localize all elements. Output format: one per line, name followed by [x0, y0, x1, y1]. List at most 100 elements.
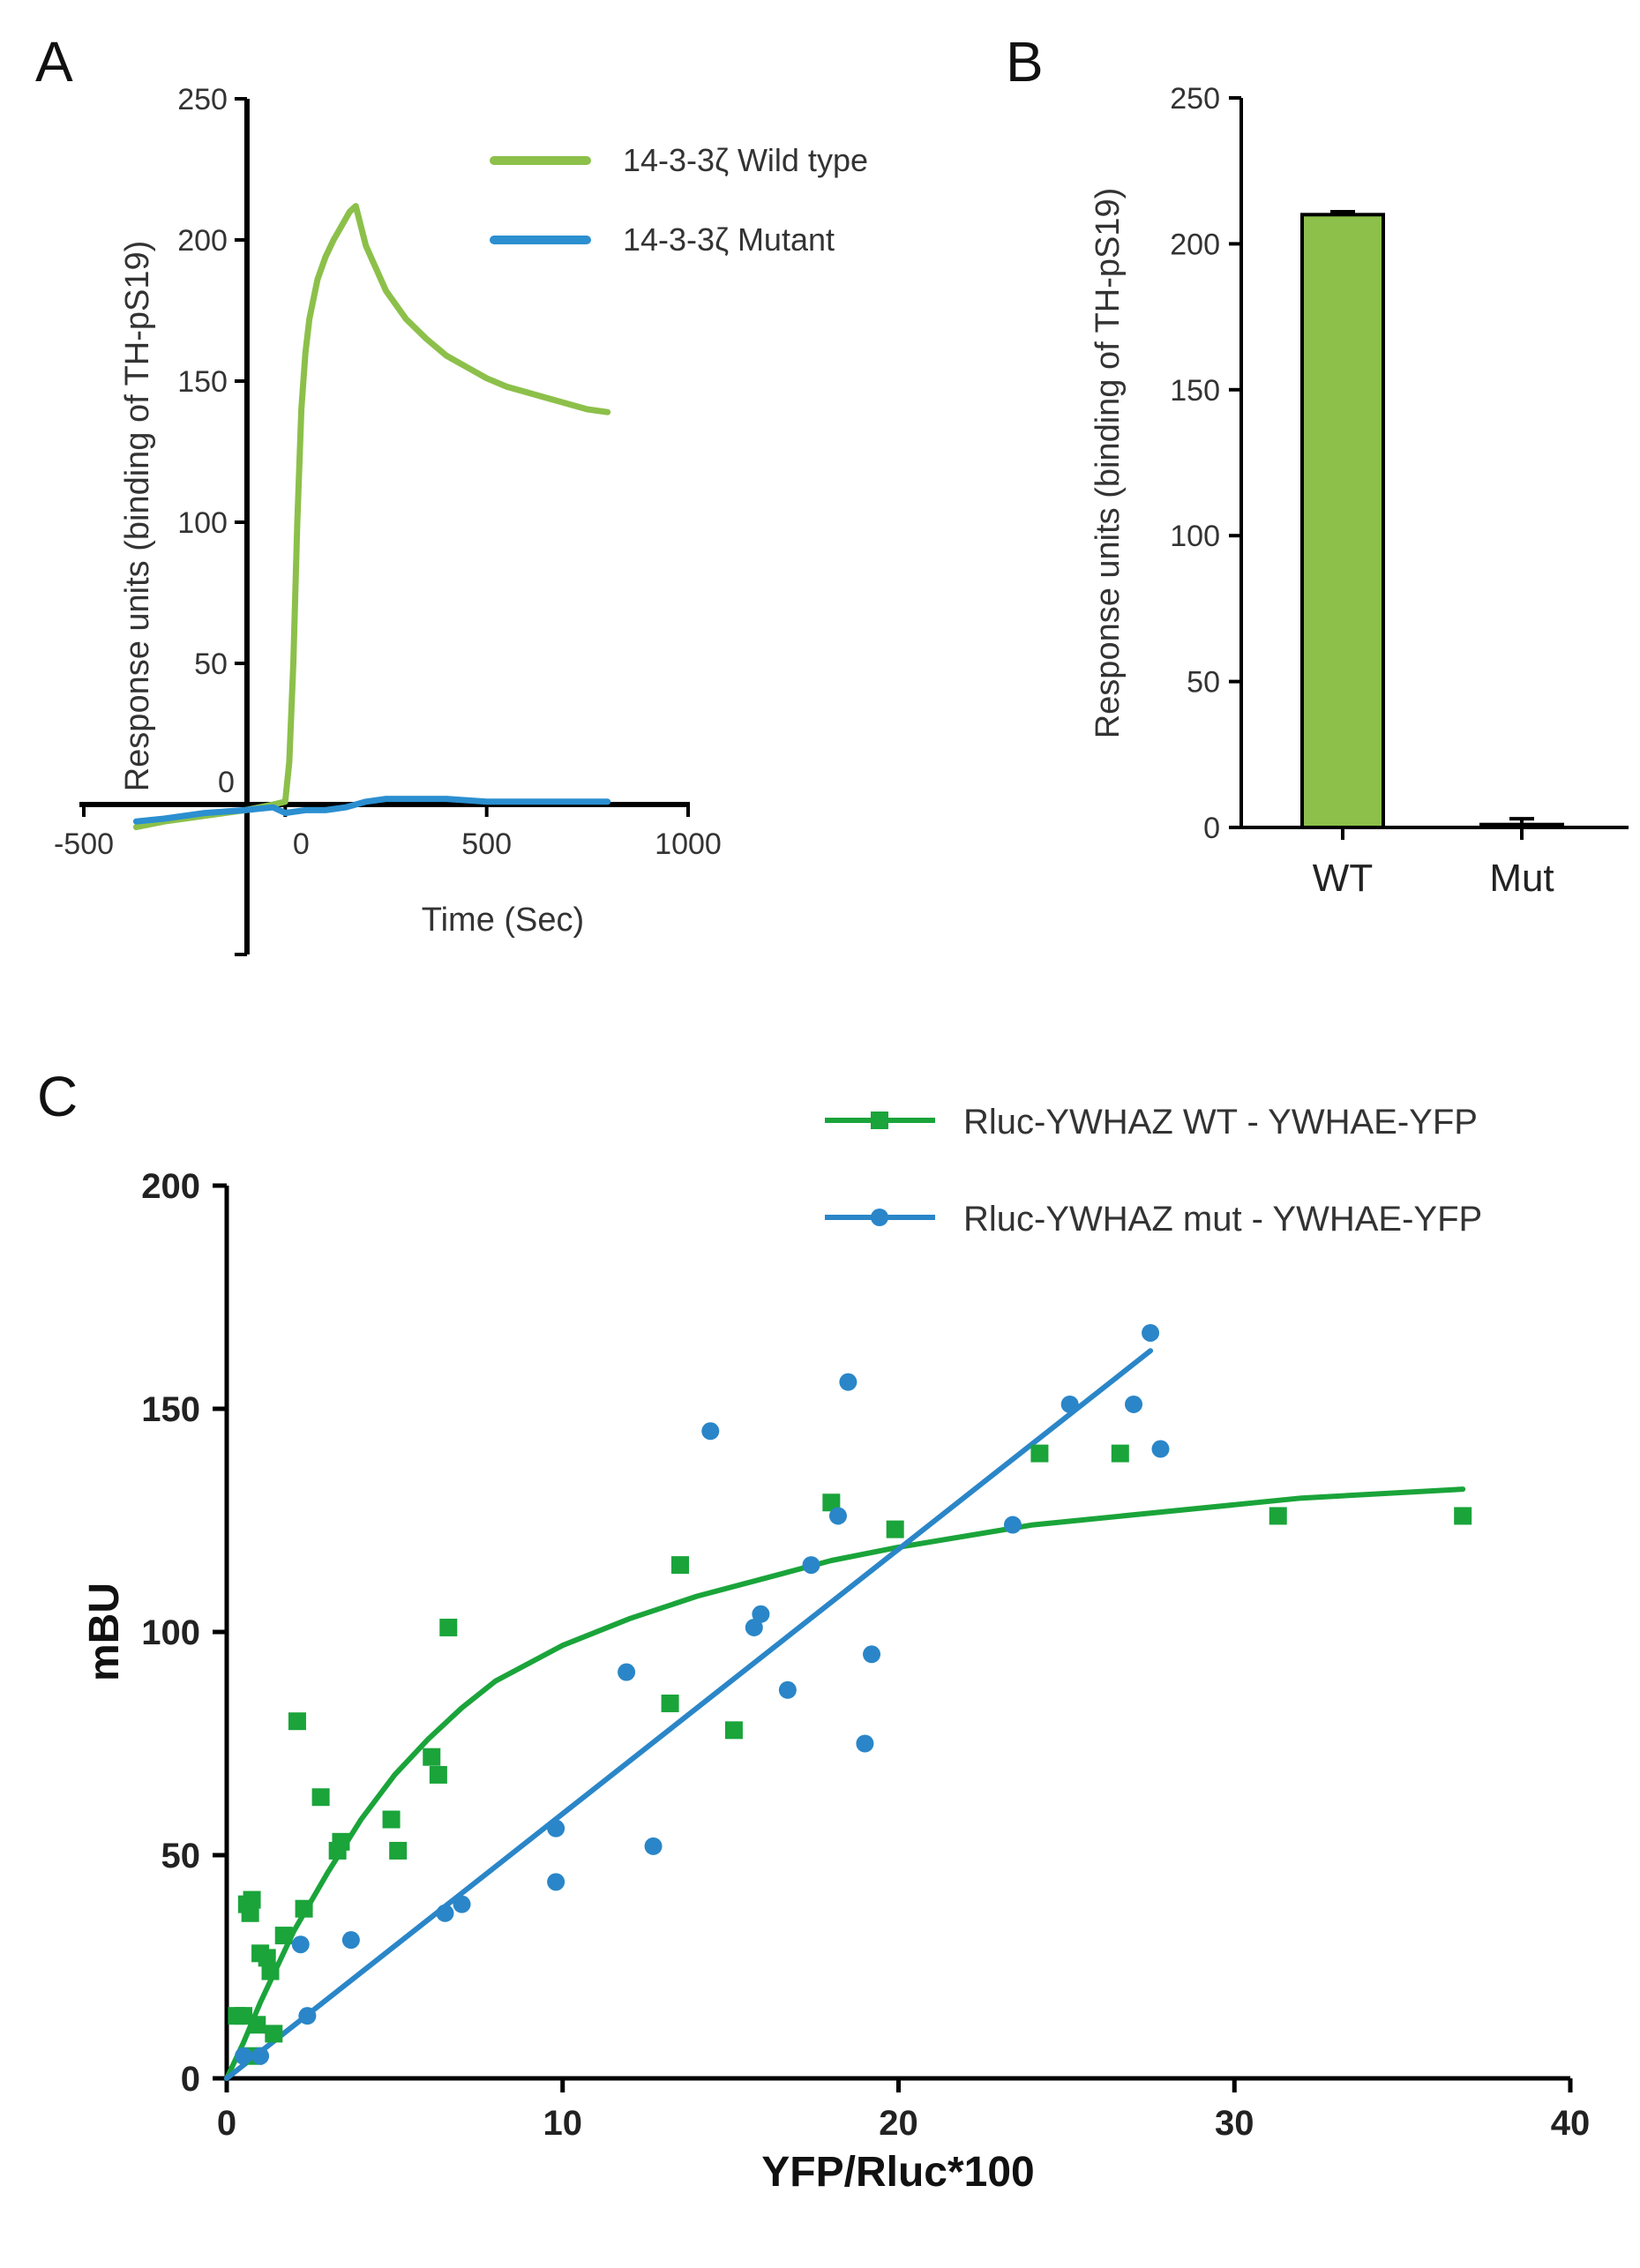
panel-a-x-axis-title: Time (Sec): [422, 902, 584, 939]
panel-b-y-tick-label: 100: [1170, 520, 1220, 553]
panel-c-x-tick-label: 40: [1551, 2104, 1591, 2143]
panel-c-point-wt: [439, 1618, 458, 1636]
panel-c-point-wt: [1111, 1444, 1129, 1463]
panel-a-letter: A: [35, 30, 73, 94]
panel-c-point-mut: [1142, 1323, 1160, 1342]
panel-c-point-wt: [261, 1962, 280, 1980]
panel-c-y-tick-label: 150: [141, 1390, 200, 1429]
panel-c-point-mut: [778, 1680, 797, 1699]
panel-c-point-mut: [436, 1904, 454, 1922]
panel-c-letter: C: [37, 1065, 78, 1128]
panel-c-point-mut: [291, 1935, 310, 1954]
panel-b-y-axis-title: Response units (binding of TH-pS19): [1090, 188, 1127, 739]
panel-a-y-tick-label: 100: [177, 506, 228, 540]
panel-c-point-wt: [311, 1788, 330, 1807]
panel-c-point-mut: [701, 1422, 720, 1441]
panel-c-point-wt: [382, 1810, 401, 1829]
panel-c-point-wt: [822, 1493, 841, 1512]
panel-c-x-axis-title: YFP/Rluc*100: [761, 2149, 1034, 2196]
panel-c-point-mut: [235, 2047, 253, 2065]
panel-c-point-wt: [724, 1721, 743, 1740]
panel-c-x-tick-label: 0: [217, 2104, 236, 2143]
panel-c-point-wt: [1030, 1444, 1049, 1463]
panel-c-point-mut: [856, 1734, 874, 1753]
panel-a-x-tick-label: 0: [293, 827, 310, 861]
panel-c-point-wt: [1454, 1507, 1472, 1525]
panel-a-y-tick-label: 150: [177, 365, 228, 399]
panel-c-x-tick-label: 10: [543, 2104, 583, 2143]
panel-a-series-line-mutant: [132, 796, 611, 825]
panel-a-y-tick-label: 0: [218, 766, 235, 799]
panel-a-legend-label: 14-3-3ζ Wild type: [623, 142, 868, 178]
panel-c-legend-marker: [871, 1112, 888, 1129]
panel-a-x-tick-label: 500: [461, 827, 512, 861]
panel-c-point-wt: [235, 2007, 253, 2025]
panel-c-y-tick-label: 100: [141, 1613, 200, 1652]
panel-a-y-axis-title: Response units (binding of TH-pS19): [119, 241, 156, 792]
panel-c-y-axis-title: mBU: [81, 1583, 128, 1681]
panel-c-point-mut: [298, 2007, 317, 2025]
panel-c-point-wt: [295, 1899, 313, 1918]
panel-c-point-mut: [1151, 1440, 1170, 1458]
panel-c: C 0 50 100 150 200 0 10 20 30 40 YFP/Rluc*100 mBU Rl…: [37, 1065, 1590, 2196]
panel-c-point-wt: [423, 1748, 441, 1766]
panel-b-x-tick-label: Mut: [1489, 857, 1554, 900]
panel-b-bar-mut: [1479, 822, 1564, 830]
panel-c-point-wt: [243, 1890, 261, 1909]
panel-c-x-tick-label: 30: [1215, 2104, 1254, 2143]
panel-c-point-mut: [1003, 1516, 1022, 1534]
panel-c-point-mut: [1060, 1395, 1079, 1413]
panel-c-point-mut: [341, 1931, 360, 1950]
panel-c-point-mut: [745, 1618, 763, 1636]
panel-b-y-tick-label: 250: [1170, 82, 1220, 116]
panel-a-y-tick-label: 200: [177, 224, 228, 258]
panel-c-fit-line-wt: [224, 1486, 1466, 2081]
panel-b-letter: B: [1006, 30, 1044, 94]
panel-c-legend-marker: [871, 1209, 888, 1226]
panel-c-point-mut: [1125, 1395, 1143, 1413]
panel-c-point-wt: [265, 2025, 283, 2043]
panel-b-y-tick-label: 150: [1170, 374, 1220, 408]
panel-b-y-tick-label: 50: [1187, 666, 1220, 700]
panel-c-point-wt: [288, 1712, 306, 1731]
panel-c-point-wt: [886, 1520, 904, 1538]
panel-c-point-mut: [752, 1605, 770, 1623]
panel-a-x-tick-label: -500: [54, 827, 114, 861]
panel-c-point-mut: [547, 1873, 565, 1891]
panel-c-point-wt: [248, 2016, 266, 2034]
panel-b: B 0 50 100 150 200 250 Response units (binding…: [1006, 30, 1629, 900]
panel-c-point-wt: [1269, 1507, 1287, 1525]
panel-b-bar-wt: [1300, 213, 1385, 829]
panel-c-point-mut: [547, 1819, 565, 1838]
panel-c-legend-label: Rluc-YWHAZ WT - YWHAE-YFP: [963, 1103, 1478, 1141]
panel-c-point-wt: [389, 1841, 408, 1860]
panel-c-point-mut: [618, 1663, 636, 1681]
panel-c-point-wt: [274, 1927, 293, 1945]
panel-c-point-wt: [258, 1949, 276, 1967]
panel-c-point-wt: [332, 1832, 350, 1851]
panel-b-y-tick-label: 200: [1170, 228, 1220, 261]
panel-a-series-line-wild-type: [132, 203, 611, 831]
panel-b-y-tick-label: 0: [1203, 812, 1220, 845]
panel-b-x-tick-label: WT: [1313, 857, 1373, 900]
panel-c-point-wt: [241, 1904, 259, 1922]
panel-c-point-mut: [828, 1507, 847, 1525]
panel-c-legend-label: Rluc-YWHAZ mut - YWHAE-YFP: [963, 1200, 1482, 1239]
panel-c-point-wt: [671, 1556, 690, 1575]
panel-c-point-mut: [453, 1895, 471, 1913]
panel-c-y-tick-label: 200: [141, 1167, 200, 1206]
panel-c-y-tick-label: 0: [181, 2060, 200, 2099]
panel-a-y-tick-label: 250: [177, 83, 228, 116]
panel-c-point-mut: [251, 2047, 270, 2065]
panel-c-point-mut: [863, 1645, 881, 1664]
panel-c-point-wt: [661, 1694, 679, 1712]
panel-a: A 0 50 100 150 200 250 -500 0 500 1000 Time (Sec) R…: [35, 30, 868, 956]
panel-c-point-mut: [644, 1837, 663, 1855]
panel-c-point-mut: [802, 1556, 820, 1575]
panel-c-fit-line-mut: [224, 1348, 1154, 2081]
panel-a-y-tick-label: 50: [194, 647, 228, 681]
panel-c-x-tick-label: 20: [879, 2104, 918, 2143]
panel-a-x-tick-label: 1000: [655, 827, 722, 861]
panel-c-y-tick-label: 50: [161, 1837, 201, 1875]
